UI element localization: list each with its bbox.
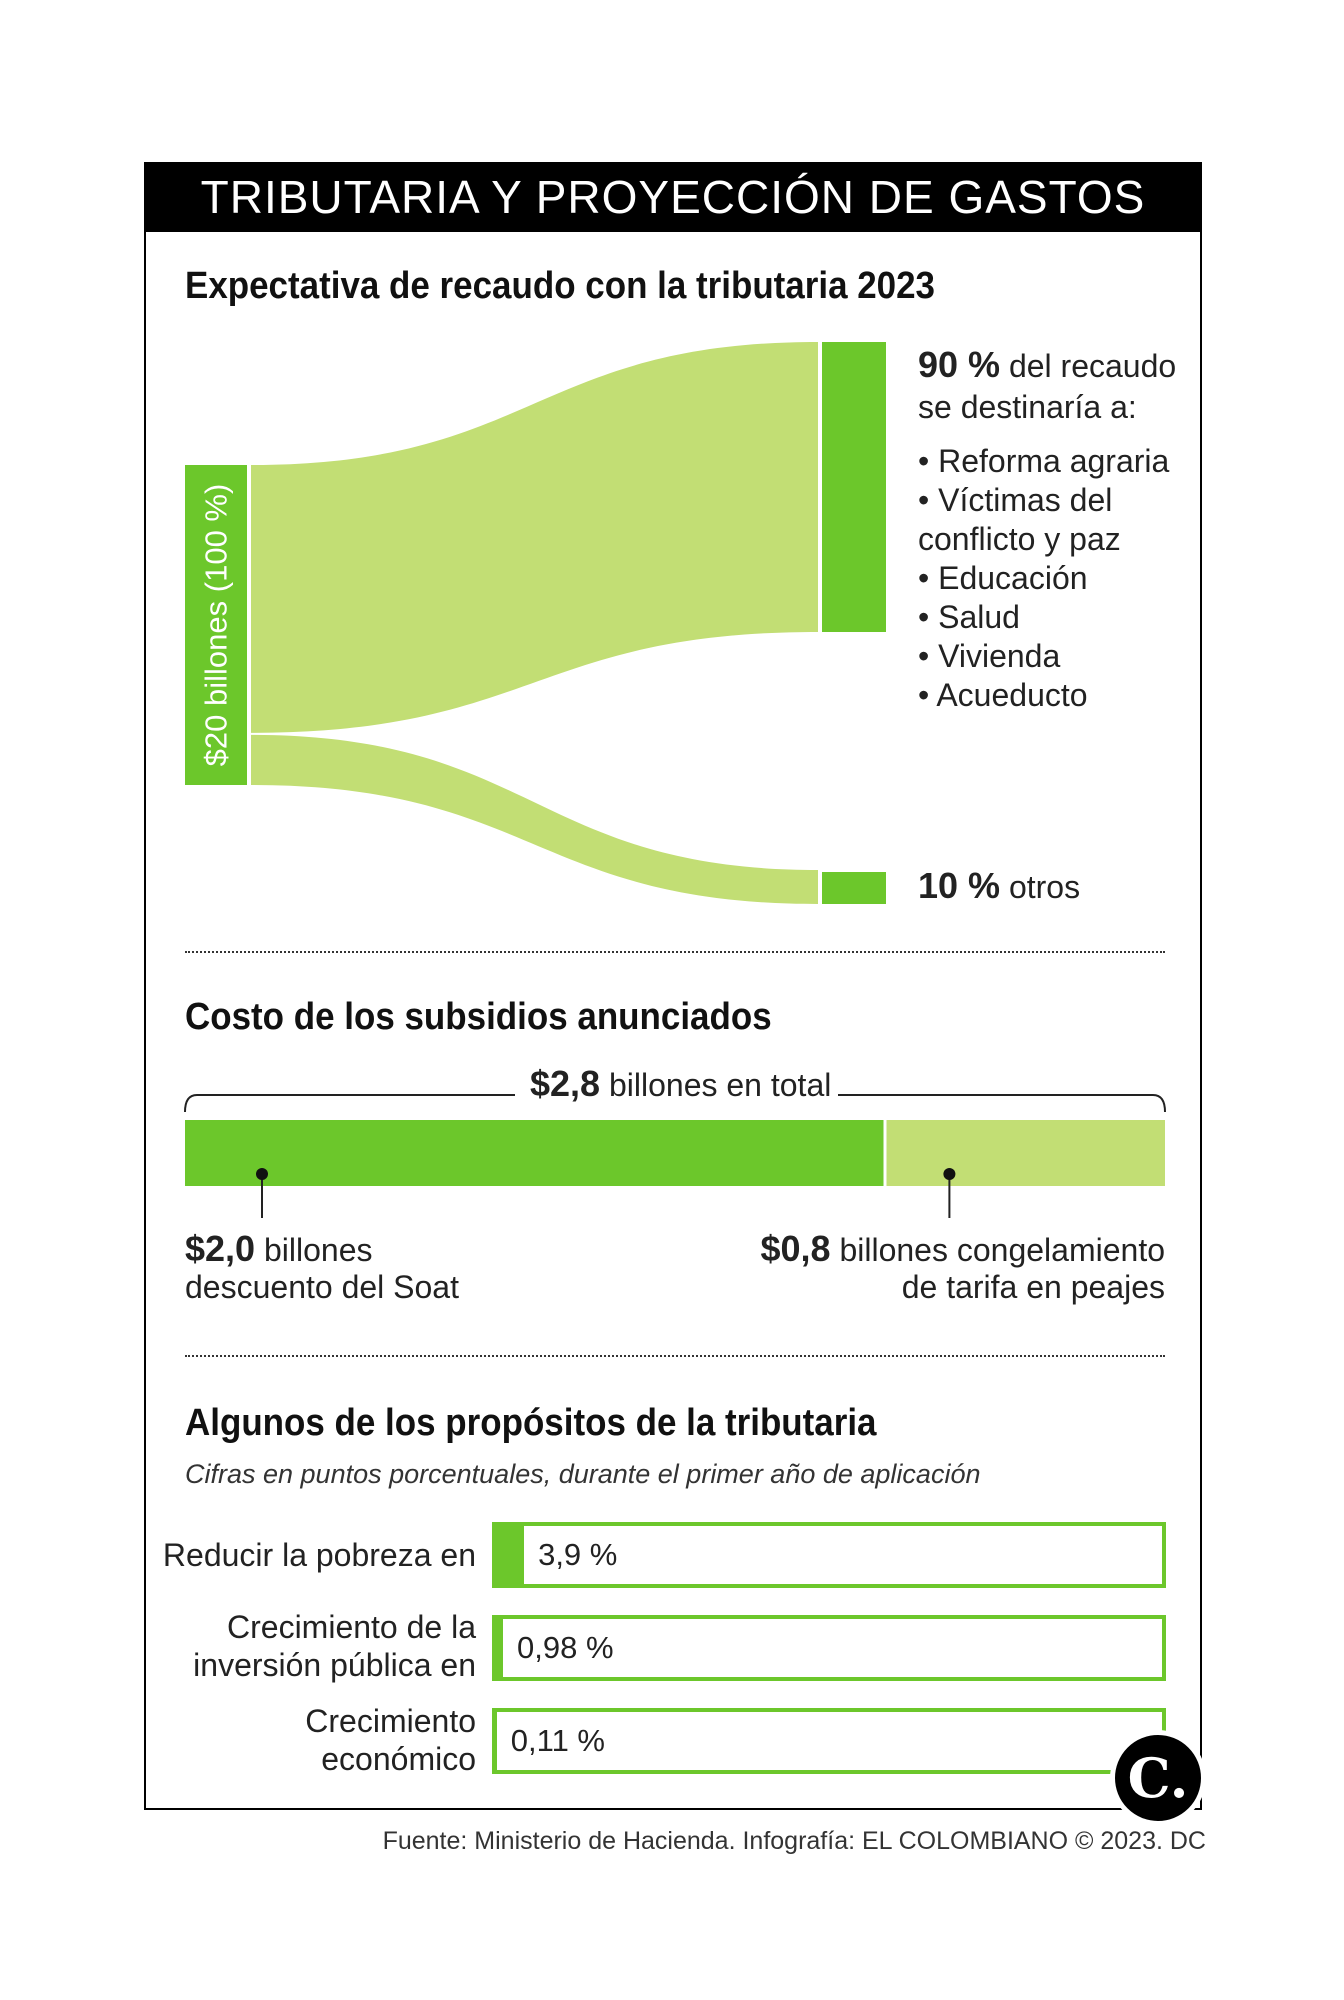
leader-dot-peajes [943,1168,956,1180]
row-label-economico-b: económico [321,1741,476,1777]
section2-heading: Costo de los subsidios anunciados [185,996,772,1038]
section1-heading: Expectativa de recaudo con la tributaria… [185,265,936,307]
soat-text-a: billones [263,1232,373,1268]
target-node-bottom [822,872,886,904]
bar-fill-pobreza [496,1526,525,1584]
title-bar: TRIBUTARIA Y PROYECCIÓN DE GASTOS [144,162,1202,232]
bar-value-inversion: 0,98 % [517,1630,614,1665]
divider-2 [185,1355,1165,1357]
row-label-economico-a: Crecimiento [305,1703,476,1739]
bottom-target-percent: 10 % [918,865,1001,906]
list-item: Reforma agraria [918,442,1169,481]
bar-segment-peajes [885,1120,1165,1186]
bar-value-pobreza: 3,9 % [538,1537,618,1572]
target-node-top [822,342,886,632]
logo-letter: C. [1127,1746,1189,1810]
bar-fill-inversion [496,1619,504,1677]
bar-inversion: 0,98 % [492,1615,1166,1681]
divider-1 [185,951,1165,953]
total-text: billones en total [608,1067,832,1103]
bar-fill-economico [496,1712,497,1770]
total-label: $2,8 billones en total [530,1064,831,1105]
total-value: $2,8 [530,1063,601,1104]
row-label-inversion-a: Crecimiento de la [227,1609,476,1645]
section3-subtitle: Cifras en puntos porcentuales, durante e… [185,1459,981,1489]
el-colombiano-logo: C. [1110,1730,1206,1826]
peajes-text-a: billones congelamiento [839,1232,1165,1268]
peajes-text-b: de tarifa en peajes [901,1269,1165,1305]
bar-pobreza: 3,9 % [492,1522,1166,1588]
list-item: Víctimas del [918,481,1169,520]
soat-value: $2,0 [185,1228,256,1269]
row-label-economico: Crecimiento económico [305,1702,476,1778]
infographic-card [144,162,1202,1810]
bottom-target-text: otros [1008,869,1081,905]
row-label-inversion: Crecimiento de la inversión pública en [193,1608,476,1684]
row-label-inversion-b: inversión pública en [193,1647,476,1683]
bar-segment-soat [185,1120,885,1186]
bar-value-economico: 0,11 % [510,1723,605,1758]
peajes-label: $0,8 billones congelamiento [760,1229,1165,1270]
source-node [185,465,247,785]
flow-bottom [251,734,818,904]
soat-label: $2,0 billones [185,1229,372,1270]
top-target-text-b: se destinaría a: [918,389,1137,425]
list-item: Salud [918,598,1169,637]
leader-dot-soat [256,1168,268,1180]
list-item: Vivienda [918,637,1169,676]
bottom-target-label: 10 % otros [918,866,1080,907]
list-item: Acueducto [918,676,1169,715]
flow-top [251,342,818,733]
section3-heading: Algunos de los propósitos de la tributar… [185,1402,877,1444]
top-target-line1: 90 % del recaudo [918,345,1176,386]
page-title: TRIBUTARIA Y PROYECCIÓN DE GASTOS [200,171,1146,223]
top-target-text-a: del recaudo [1008,348,1177,384]
list-item-continued: conflicto y paz [918,521,1121,557]
row-label-pobreza: Reducir la pobreza en [162,1537,476,1573]
list-item: Educación [918,559,1169,598]
top-target-percent: 90 % [918,344,1001,385]
peajes-value: $0,8 [760,1228,831,1269]
soat-text-b: descuento del Soat [185,1269,459,1305]
footer-source: Fuente: Ministerio de Hacienda. Infograf… [382,1827,1206,1855]
total-bracket [184,1094,1166,1113]
bar-economico: 0,11 % [492,1708,1166,1774]
